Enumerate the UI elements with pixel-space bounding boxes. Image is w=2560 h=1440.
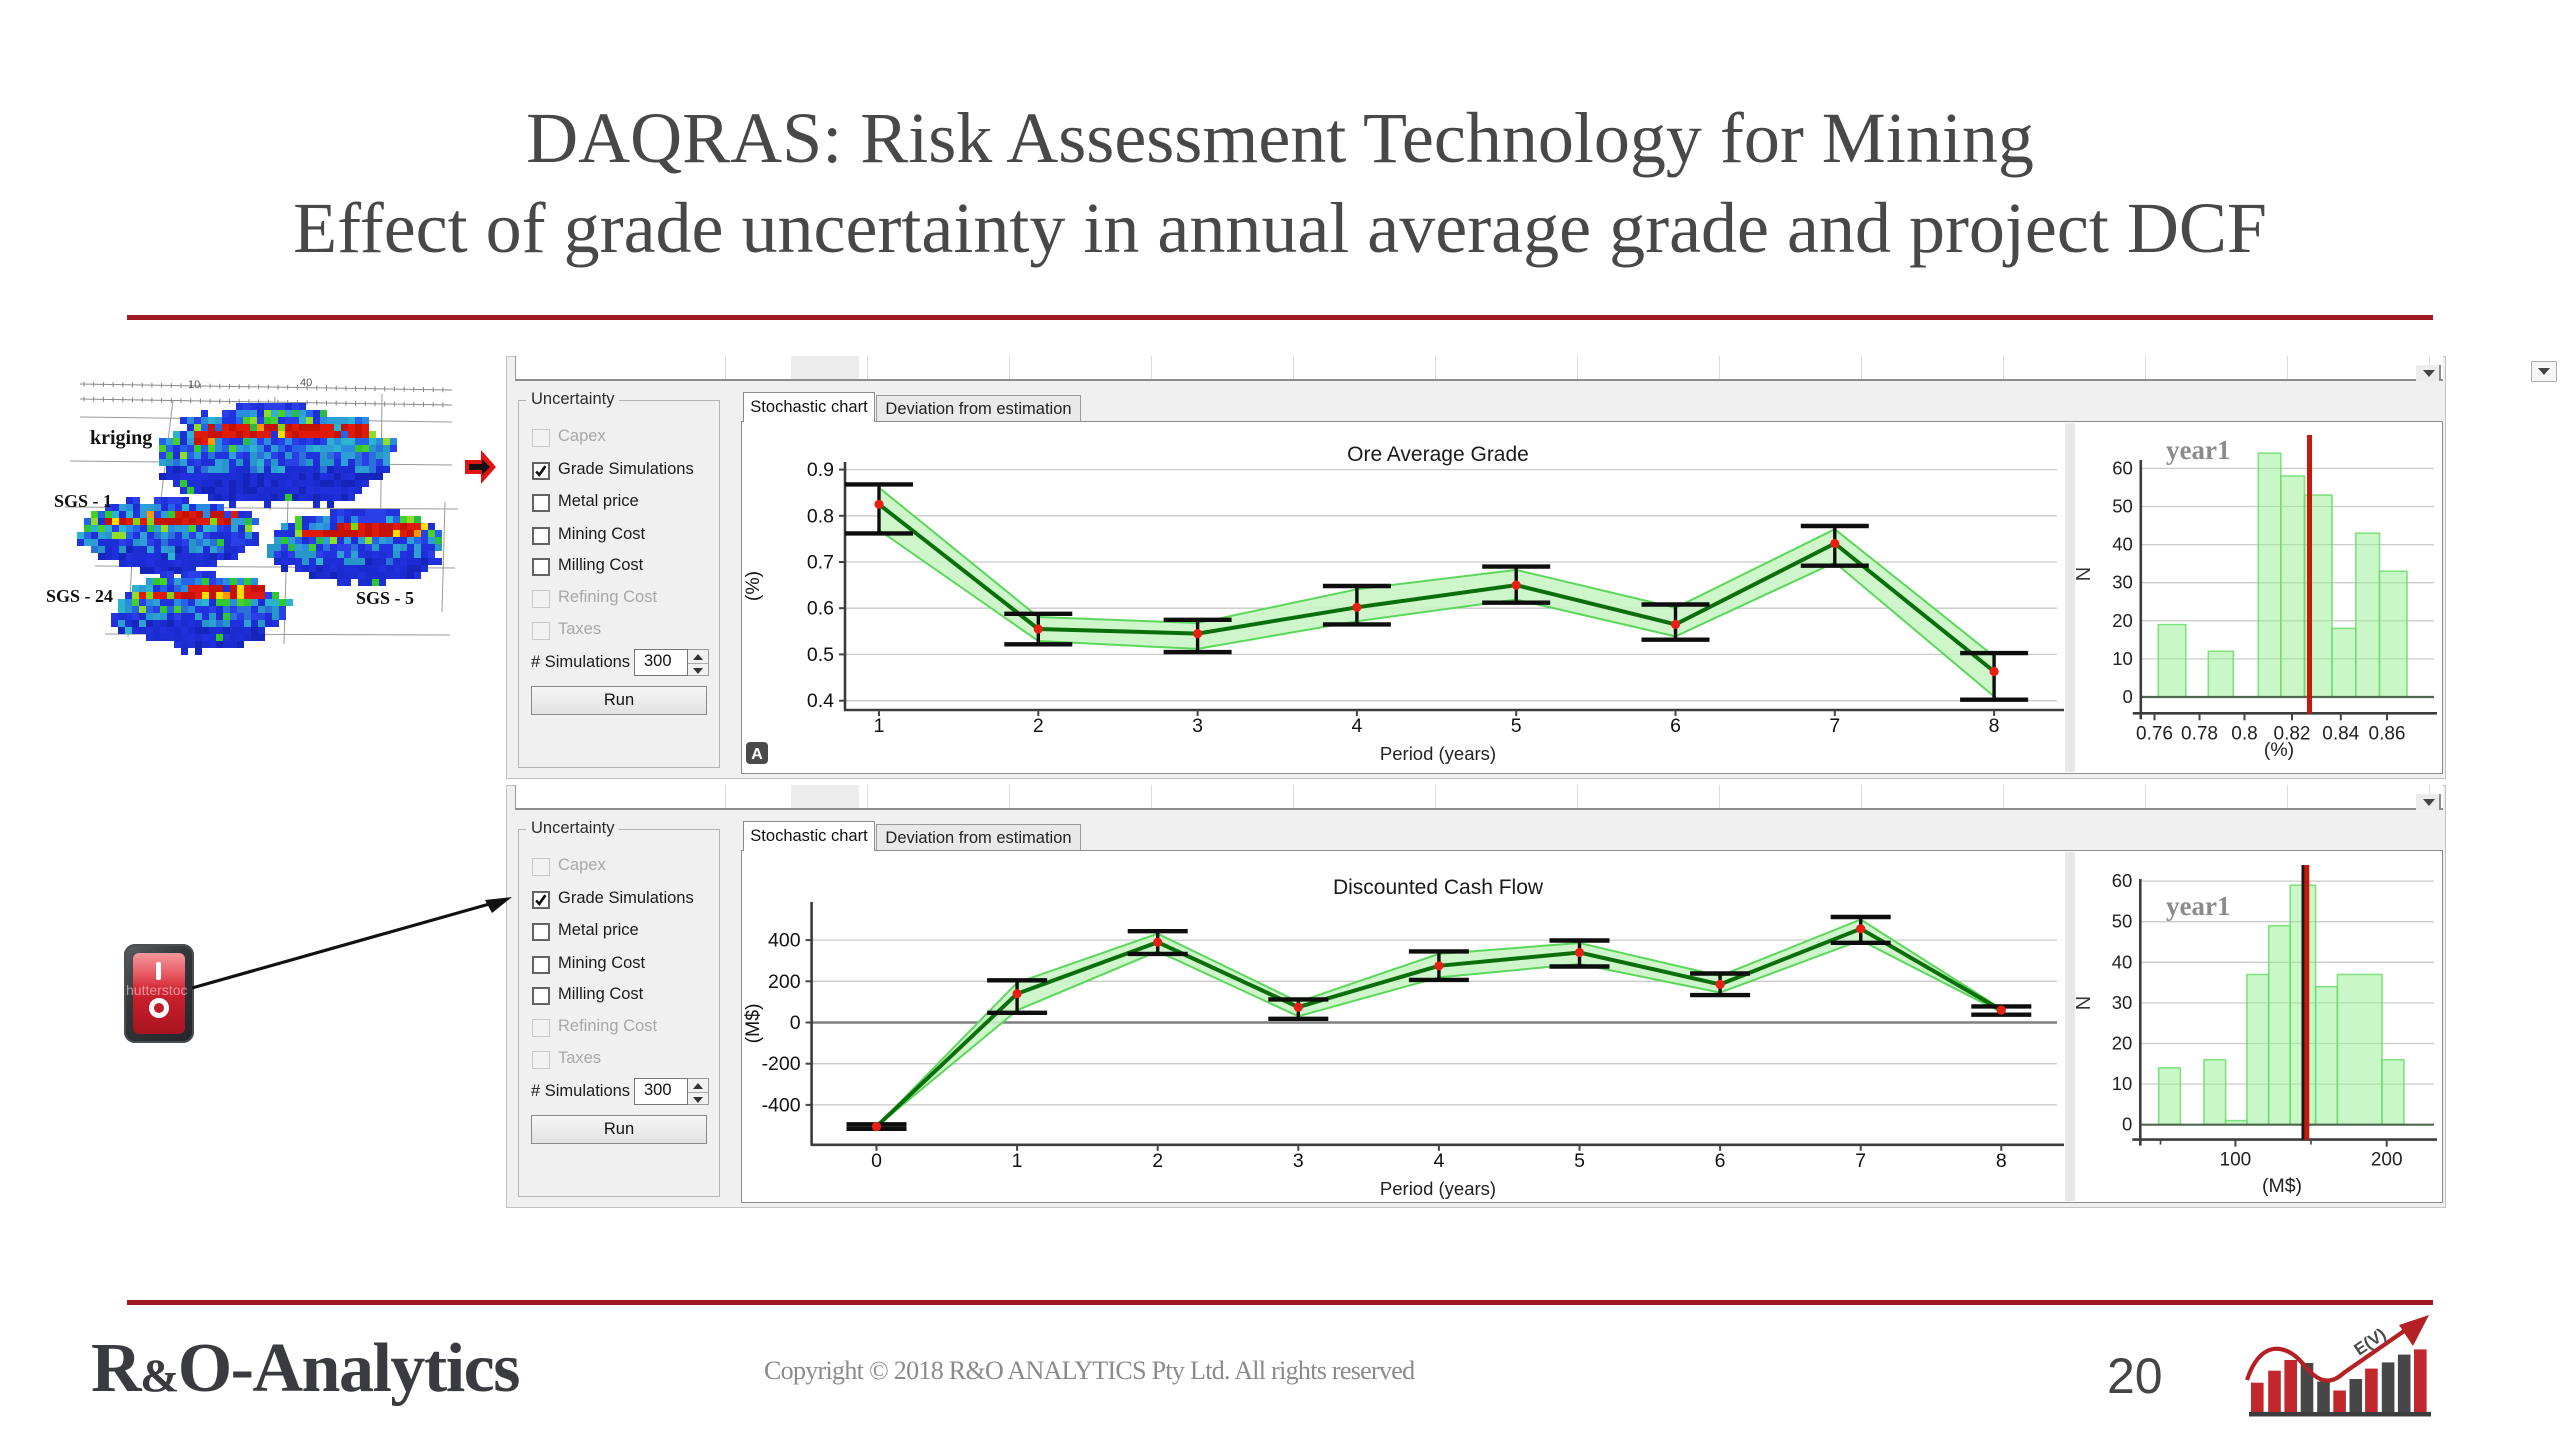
svg-text:1: 1 (1012, 1150, 1023, 1172)
svg-text:0.8: 0.8 (807, 505, 834, 527)
svg-text:200: 200 (768, 971, 801, 993)
svg-text:year1: year1 (2166, 891, 2230, 921)
svg-text:400: 400 (768, 930, 801, 952)
svg-text:0.5: 0.5 (807, 644, 834, 666)
svg-text:Ore Average Grade: Ore Average Grade (1347, 443, 1529, 466)
svg-text:0.4: 0.4 (807, 690, 834, 712)
svg-text:Period (years): Period (years) (1380, 743, 1496, 764)
svg-text:7: 7 (1855, 1150, 1866, 1172)
svg-text:8: 8 (1996, 1150, 2007, 1172)
svg-text:1: 1 (874, 715, 885, 737)
svg-text:5: 5 (1574, 1150, 1585, 1172)
svg-text:0.76: 0.76 (2136, 723, 2173, 744)
svg-text:50: 50 (2112, 496, 2133, 517)
svg-text:A: A (751, 746, 763, 763)
svg-text:4: 4 (1351, 715, 1362, 737)
svg-text:8: 8 (1989, 715, 2000, 737)
svg-text:0: 0 (790, 1012, 801, 1034)
svg-text:0: 0 (871, 1150, 882, 1172)
svg-text:SGS - 24: SGS - 24 (46, 586, 113, 606)
svg-text:100: 100 (2220, 1150, 2252, 1171)
svg-text:60: 60 (2112, 870, 2133, 891)
svg-text:(M$): (M$) (742, 1003, 764, 1043)
svg-text:6: 6 (1670, 715, 1681, 737)
svg-text:0.78: 0.78 (2181, 723, 2218, 744)
svg-text:40: 40 (2112, 534, 2133, 555)
svg-text:(%): (%) (2264, 739, 2294, 761)
svg-text:2: 2 (1033, 715, 1044, 737)
svg-text:2: 2 (1152, 1150, 1163, 1172)
svg-text:7: 7 (1829, 715, 1840, 737)
svg-text:3: 3 (1192, 715, 1203, 737)
svg-text:N: N (2073, 996, 2095, 1010)
svg-text:20: 20 (2112, 610, 2133, 631)
svg-text:SGS - 5: SGS - 5 (356, 588, 414, 608)
svg-text:0.84: 0.84 (2322, 723, 2359, 744)
svg-text:10: 10 (2112, 1073, 2133, 1094)
svg-text:0.6: 0.6 (807, 598, 834, 620)
svg-text:3: 3 (1293, 1150, 1304, 1172)
svg-text:SGS - 1: SGS - 1 (54, 491, 112, 511)
svg-text:30: 30 (2112, 992, 2133, 1013)
svg-text:200: 200 (2371, 1150, 2403, 1171)
svg-text:0: 0 (2122, 1114, 2132, 1135)
svg-text:0.8: 0.8 (2231, 723, 2257, 744)
svg-text:-200: -200 (762, 1053, 801, 1075)
svg-text:(%): (%) (742, 571, 764, 601)
svg-text:40: 40 (300, 377, 312, 389)
svg-text:5: 5 (1511, 715, 1522, 737)
svg-text:0.82: 0.82 (2274, 723, 2311, 744)
svg-text:40: 40 (2112, 951, 2133, 972)
svg-text:60: 60 (2112, 457, 2133, 478)
svg-text:6: 6 (1715, 1150, 1726, 1172)
svg-text:0.86: 0.86 (2369, 723, 2406, 744)
svg-text:Period (years): Period (years) (1380, 1178, 1496, 1199)
svg-text:N: N (2073, 567, 2095, 581)
svg-text:year1: year1 (2166, 435, 2230, 465)
svg-text:-400: -400 (762, 1094, 801, 1116)
svg-text:0: 0 (2123, 686, 2133, 707)
svg-text:20: 20 (2112, 1033, 2133, 1054)
svg-text:50: 50 (2112, 911, 2133, 932)
svg-text:0.7: 0.7 (807, 552, 834, 574)
svg-text:0.9: 0.9 (807, 459, 834, 481)
svg-text:kriging: kriging (90, 427, 152, 449)
svg-text:30: 30 (2112, 572, 2133, 593)
svg-text:10: 10 (2112, 648, 2133, 669)
svg-text:10: 10 (188, 379, 200, 391)
svg-text:(M$): (M$) (2262, 1175, 2302, 1197)
svg-text:Discounted Cash Flow: Discounted Cash Flow (1333, 876, 1544, 899)
svg-text:4: 4 (1433, 1150, 1444, 1172)
